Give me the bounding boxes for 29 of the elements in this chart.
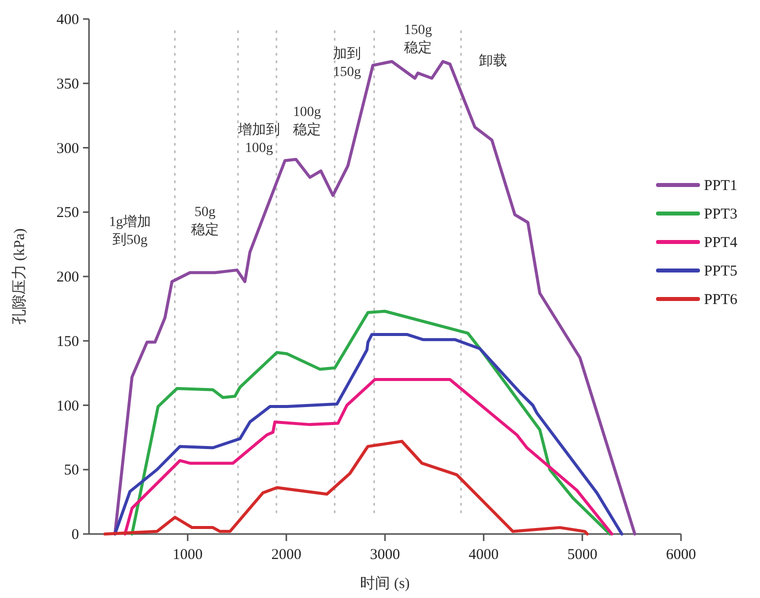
annotation: 150g稳定 [404, 23, 432, 56]
legend-label: PPT3 [704, 206, 738, 222]
annotation: 1g增加到50g [109, 214, 151, 248]
y-tick-label: 150 [56, 334, 79, 350]
annotation: 50g稳定 [191, 205, 219, 238]
x-tick-label: 6000 [666, 547, 696, 563]
y-tick-label: 250 [56, 205, 79, 222]
legend-label: PPT5 [704, 264, 738, 280]
x-axis-title: 时间 (s) [360, 575, 410, 592]
y-tick-label: 400 [56, 12, 79, 28]
legend-label: PPT6 [704, 292, 738, 308]
annotation: 加到150g [333, 46, 361, 80]
legend-label: PPT4 [704, 235, 738, 251]
x-tick-label: 5000 [567, 547, 598, 563]
y-axis-title: 孔隙压力 (kPa) [11, 228, 28, 325]
y-tick-label: 300 [56, 140, 79, 157]
annotation: 100g稳定 [293, 105, 321, 138]
x-tick-label: 3000 [370, 547, 400, 563]
y-tick-label: 0 [72, 527, 79, 543]
y-tick-label: 350 [56, 76, 79, 92]
y-tick-label: 200 [56, 270, 79, 286]
x-tick-label: 2000 [271, 547, 302, 563]
y-tick-label: 100 [56, 398, 79, 414]
y-tick-label: 50 [64, 462, 79, 479]
legend-label: PPT1 [704, 178, 738, 194]
annotation: 增加到100g [237, 122, 280, 156]
annotation: 卸载 [479, 53, 507, 69]
x-tick-label: 1000 [172, 547, 203, 563]
x-tick-label: 4000 [468, 547, 499, 563]
